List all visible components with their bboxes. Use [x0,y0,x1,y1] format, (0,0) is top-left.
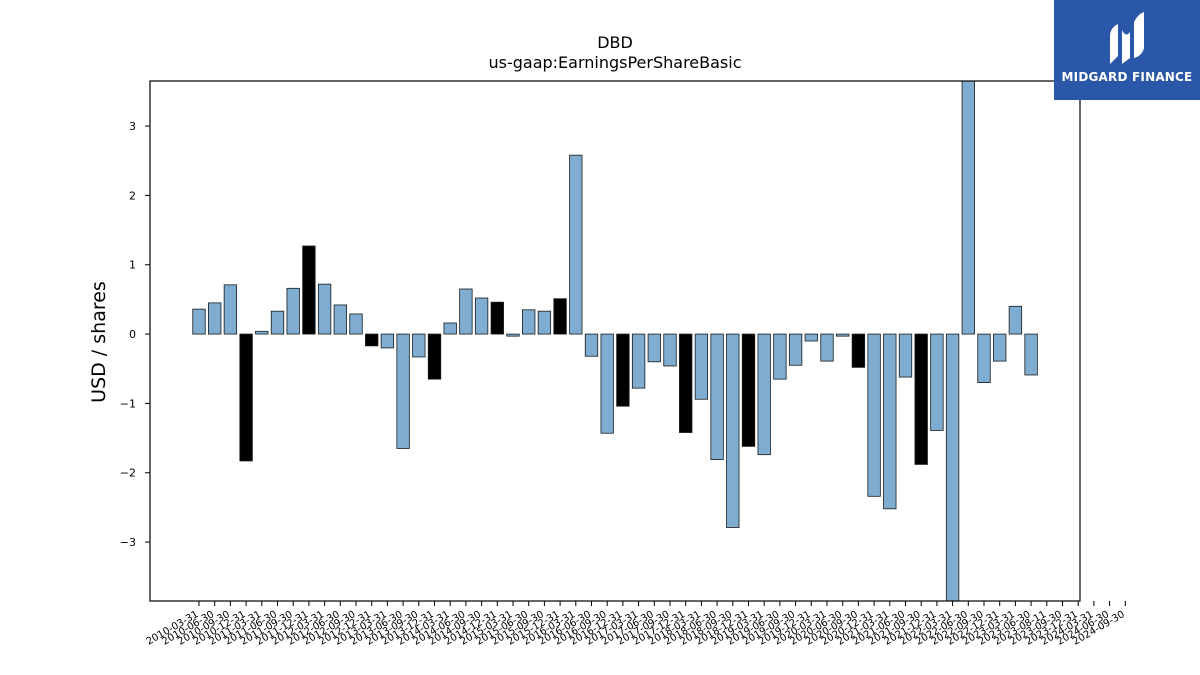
bar-2012-06-30 [333,304,347,335]
bar-2018-03-31 [694,333,709,400]
bar-2013-09-30 [412,333,426,358]
bar-2017-09-30 [663,333,677,367]
bar-2021-03-31 [883,333,897,510]
bar-2021-12-31 [930,333,944,431]
bar-2022-09-30 [977,333,991,384]
chart-title: DBD [597,33,633,52]
brand-logo: MIDGARD FINANCE [1054,0,1200,100]
bar-2015-03-31 [506,333,520,337]
bar-2022-12-31 [993,333,1007,362]
bar-2010-12-31 [239,333,253,462]
bar-2014-06-30 [459,288,473,335]
bar-2019-09-30 [788,333,803,366]
bar-2016-03-31 [569,154,583,335]
bar-2015-12-31 [553,298,567,335]
bar-2011-06-30 [270,310,285,335]
bar-2012-03-31 [317,283,332,335]
bar-2018-09-30 [726,333,740,528]
bar-2022-03-31 [945,333,960,602]
y-axis-label: USD / shares [88,281,110,403]
bar-2021-09-30 [914,333,928,465]
bar-2010-03-31 [192,308,206,335]
y-tick-label: −1 [120,397,136,410]
bar-2017-06-30 [647,333,661,363]
bar-2019-06-30 [773,333,787,380]
bar-2022-06-30 [961,80,975,335]
bar-2023-03-31 [1008,305,1023,335]
bar-2018-12-31 [741,333,756,447]
y-tick-label: 2 [129,189,136,202]
bar-2021-06-30 [898,333,913,378]
bar-2023-06-30 [1024,333,1038,376]
bar-2017-12-31 [679,333,693,433]
bar-2013-06-30 [396,333,410,449]
bar-2013-12-31 [427,333,442,380]
y-tick-label: −3 [120,536,136,549]
bar-2010-06-30 [208,302,222,335]
bar-2016-06-30 [584,333,599,357]
bar-2015-09-30 [537,310,552,335]
bar-2014-03-31 [443,322,457,335]
bar-2016-12-31 [616,333,630,407]
bar-2015-06-30 [522,309,536,335]
bar-2012-12-31 [365,333,379,347]
midgard-logo-icon [1110,12,1144,64]
bar-2020-09-30 [851,333,866,368]
chart-subtitle: us-gaap:EarningsPerShareBasic [488,53,741,72]
y-tick-label: −2 [120,467,136,480]
bar-2014-12-31 [490,301,504,335]
bar-2013-03-31 [380,333,395,349]
bar-2011-09-30 [286,287,300,335]
bar-2020-03-31 [820,333,834,362]
plot-frame [149,80,1081,602]
bar-2014-09-30 [474,297,489,335]
y-tick-label: 1 [129,259,136,272]
bar-2010-09-30 [223,284,238,335]
bar-2018-06-30 [710,333,724,460]
bar-2019-03-31 [757,333,771,456]
y-tick-label: 3 [129,120,136,133]
bar-2020-06-30 [836,333,850,337]
y-tick-label: 0 [129,328,136,341]
bar-2012-09-30 [349,313,363,335]
bar-2017-03-31 [631,333,646,389]
brand-logo-text: MIDGARD FINANCE [1061,70,1193,84]
bar-2020-12-31 [867,333,881,497]
bar-2011-03-31 [255,330,269,335]
bar-2019-12-31 [804,333,818,342]
bar-2016-09-30 [600,333,614,434]
bar-2011-12-31 [302,245,316,335]
